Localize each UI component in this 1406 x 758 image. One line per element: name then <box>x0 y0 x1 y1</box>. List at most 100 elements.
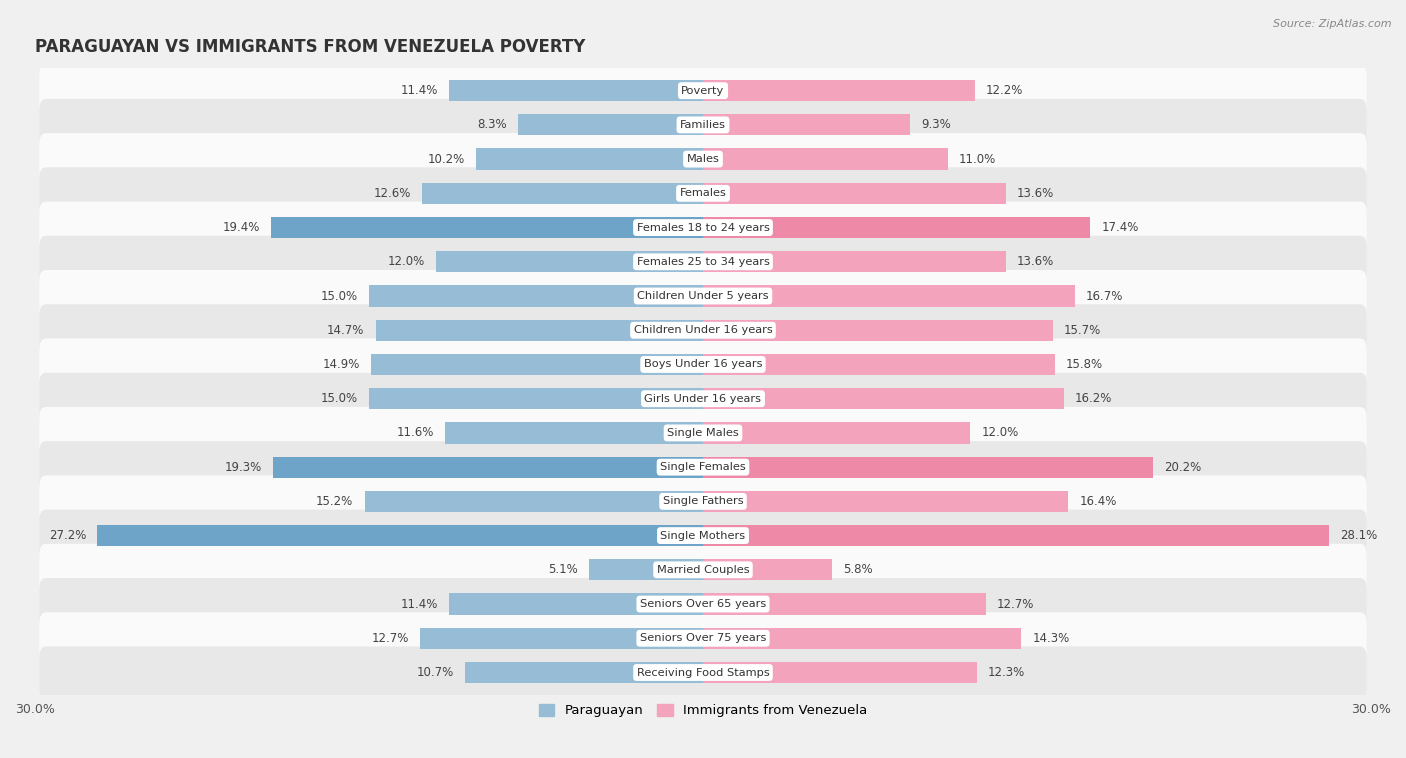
Bar <box>703 628 1021 649</box>
Bar <box>703 320 1053 341</box>
Text: 13.6%: 13.6% <box>1017 186 1054 200</box>
FancyBboxPatch shape <box>39 543 1367 596</box>
Text: Seniors Over 65 years: Seniors Over 65 years <box>640 599 766 609</box>
Text: Single Fathers: Single Fathers <box>662 496 744 506</box>
Text: 20.2%: 20.2% <box>1164 461 1201 474</box>
Text: PARAGUAYAN VS IMMIGRANTS FROM VENEZUELA POVERTY: PARAGUAYAN VS IMMIGRANTS FROM VENEZUELA … <box>35 38 585 56</box>
Bar <box>368 286 703 307</box>
Bar <box>368 388 703 409</box>
Bar <box>449 594 703 615</box>
Text: Girls Under 16 years: Girls Under 16 years <box>644 393 762 404</box>
Text: 12.0%: 12.0% <box>981 427 1018 440</box>
Bar <box>589 559 703 581</box>
Text: Source: ZipAtlas.com: Source: ZipAtlas.com <box>1274 19 1392 29</box>
Text: Single Males: Single Males <box>666 428 740 438</box>
Bar <box>703 525 1329 547</box>
Text: Seniors Over 75 years: Seniors Over 75 years <box>640 633 766 644</box>
Text: 15.8%: 15.8% <box>1066 358 1104 371</box>
Text: 11.4%: 11.4% <box>401 597 439 610</box>
Text: 12.6%: 12.6% <box>374 186 412 200</box>
FancyBboxPatch shape <box>39 578 1367 630</box>
FancyBboxPatch shape <box>39 133 1367 185</box>
Text: Children Under 5 years: Children Under 5 years <box>637 291 769 301</box>
Text: 13.6%: 13.6% <box>1017 255 1054 268</box>
Bar <box>364 490 703 512</box>
Text: Married Couples: Married Couples <box>657 565 749 575</box>
Bar <box>420 628 703 649</box>
Bar <box>703 594 986 615</box>
FancyBboxPatch shape <box>39 475 1367 528</box>
Text: 19.4%: 19.4% <box>222 221 260 234</box>
Text: 15.7%: 15.7% <box>1064 324 1101 337</box>
Bar <box>444 422 703 443</box>
Bar <box>703 559 832 581</box>
Text: 16.4%: 16.4% <box>1080 495 1116 508</box>
FancyBboxPatch shape <box>39 612 1367 664</box>
Text: 12.0%: 12.0% <box>388 255 425 268</box>
Text: 12.7%: 12.7% <box>371 631 409 645</box>
Legend: Paraguayan, Immigrants from Venezuela: Paraguayan, Immigrants from Venezuela <box>533 699 873 722</box>
Text: Children Under 16 years: Children Under 16 years <box>634 325 772 335</box>
FancyBboxPatch shape <box>39 339 1367 390</box>
Text: 15.2%: 15.2% <box>316 495 353 508</box>
Text: Males: Males <box>686 154 720 164</box>
Text: 12.3%: 12.3% <box>988 666 1025 679</box>
Bar <box>703 422 970 443</box>
Text: 27.2%: 27.2% <box>49 529 86 542</box>
Text: 19.3%: 19.3% <box>225 461 262 474</box>
FancyBboxPatch shape <box>39 236 1367 288</box>
Text: Single Females: Single Females <box>661 462 745 472</box>
Text: Poverty: Poverty <box>682 86 724 96</box>
Text: 8.3%: 8.3% <box>478 118 508 131</box>
Text: 16.7%: 16.7% <box>1085 290 1123 302</box>
FancyBboxPatch shape <box>39 270 1367 322</box>
Text: Families: Families <box>681 120 725 130</box>
Bar <box>703 149 948 170</box>
Text: Females: Females <box>679 188 727 199</box>
FancyBboxPatch shape <box>39 373 1367 424</box>
FancyBboxPatch shape <box>39 202 1367 254</box>
Bar <box>703 286 1076 307</box>
Bar <box>375 320 703 341</box>
Text: 5.8%: 5.8% <box>844 563 873 576</box>
Text: Females 18 to 24 years: Females 18 to 24 years <box>637 223 769 233</box>
FancyBboxPatch shape <box>39 64 1367 117</box>
Text: Single Mothers: Single Mothers <box>661 531 745 540</box>
FancyBboxPatch shape <box>39 304 1367 356</box>
Bar <box>703 662 977 683</box>
Text: 12.2%: 12.2% <box>986 84 1024 97</box>
Text: 11.0%: 11.0% <box>959 152 997 165</box>
Bar <box>703 80 974 102</box>
Text: 11.4%: 11.4% <box>401 84 439 97</box>
Bar <box>703 490 1069 512</box>
FancyBboxPatch shape <box>39 509 1367 562</box>
Text: 15.0%: 15.0% <box>321 290 359 302</box>
Bar <box>271 217 703 238</box>
Bar <box>273 456 703 478</box>
Text: 5.1%: 5.1% <box>548 563 578 576</box>
Bar <box>519 114 703 136</box>
FancyBboxPatch shape <box>39 168 1367 219</box>
Bar <box>703 354 1054 375</box>
Bar <box>371 354 703 375</box>
Bar <box>97 525 703 547</box>
Bar <box>436 251 703 272</box>
Text: 12.7%: 12.7% <box>997 597 1035 610</box>
Bar <box>703 388 1064 409</box>
Text: 28.1%: 28.1% <box>1340 529 1376 542</box>
Text: 14.7%: 14.7% <box>328 324 364 337</box>
Bar <box>465 662 703 683</box>
Bar <box>703 251 1005 272</box>
Text: 17.4%: 17.4% <box>1102 221 1139 234</box>
FancyBboxPatch shape <box>39 647 1367 699</box>
FancyBboxPatch shape <box>39 407 1367 459</box>
Text: 9.3%: 9.3% <box>921 118 950 131</box>
Text: 10.7%: 10.7% <box>416 666 454 679</box>
Text: Boys Under 16 years: Boys Under 16 years <box>644 359 762 369</box>
Bar <box>703 456 1153 478</box>
Text: 15.0%: 15.0% <box>321 392 359 406</box>
Text: 14.3%: 14.3% <box>1032 631 1070 645</box>
Text: Receiving Food Stamps: Receiving Food Stamps <box>637 668 769 678</box>
Bar <box>703 217 1091 238</box>
Text: 14.9%: 14.9% <box>323 358 360 371</box>
